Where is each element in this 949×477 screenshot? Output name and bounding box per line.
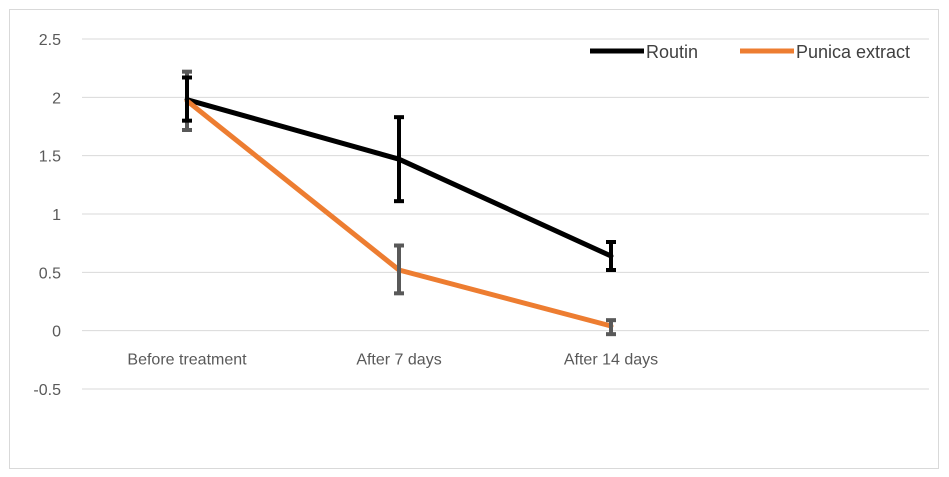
y-tick-label: 0.5 <box>39 265 61 282</box>
legend: Routin Punica extract <box>590 42 910 62</box>
y-tick-label: 1.5 <box>39 149 61 166</box>
y-tick-label: 1 <box>52 207 61 224</box>
x-tick-label: After 7 days <box>356 352 441 369</box>
error-bar <box>394 243 404 296</box>
x-axis-tick-labels: Before treatment After 7 days After 14 day… <box>127 352 658 369</box>
x-tick-label: After 14 days <box>564 352 658 369</box>
chart-frame <box>9 9 939 469</box>
y-tick-label: 0 <box>52 324 61 341</box>
legend-label-0: Routin <box>646 42 698 62</box>
y-tick-label: 2.5 <box>39 32 61 49</box>
y-tick-label: 2 <box>52 90 61 107</box>
x-tick-label: Before treatment <box>127 352 247 369</box>
error-bar <box>394 115 404 204</box>
y-axis-tick-labels: 2.5 2 1.5 1 0.5 0 -0.5 <box>33 32 61 399</box>
error-bar <box>606 318 616 337</box>
legend-label-1: Punica extract <box>796 42 910 62</box>
error-bars <box>182 69 616 337</box>
error-bar <box>606 240 616 272</box>
error-bar <box>182 75 192 123</box>
gridlines <box>82 38 929 390</box>
y-tick-label: -0.5 <box>33 382 61 399</box>
